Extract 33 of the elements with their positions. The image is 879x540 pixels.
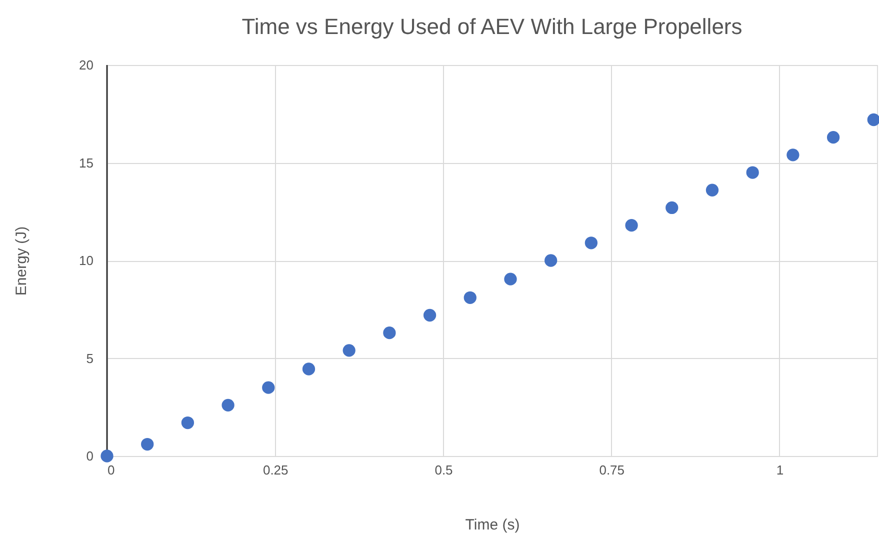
point xyxy=(342,344,356,357)
y-tick-label: 5 xyxy=(86,350,94,366)
point xyxy=(302,362,316,376)
point xyxy=(262,381,275,394)
point xyxy=(867,113,879,126)
x-tick-label: 0 xyxy=(108,462,115,478)
point xyxy=(383,326,396,340)
y-tick-label: 20 xyxy=(79,58,94,72)
y-axis-title: Energy (J) xyxy=(13,226,30,296)
point xyxy=(504,272,517,286)
point xyxy=(141,438,154,451)
point xyxy=(666,201,678,214)
x-tick-label: 0.75 xyxy=(599,462,625,478)
point xyxy=(706,184,719,196)
y-tick-label: 15 xyxy=(79,155,94,170)
point xyxy=(181,416,194,430)
chart-title: Time vs Energy Used of AEV With Large Propellers xyxy=(242,14,742,39)
point xyxy=(423,308,436,322)
point xyxy=(826,131,840,144)
y-tick-label: 0 xyxy=(86,448,94,464)
point xyxy=(746,166,759,179)
x-tick-label: 0.25 xyxy=(262,462,288,478)
point xyxy=(100,450,114,462)
y-tick-label: 10 xyxy=(79,253,94,268)
point xyxy=(625,218,638,232)
x-tick-label: 0.5 xyxy=(434,462,453,478)
point xyxy=(222,398,234,412)
point xyxy=(544,254,558,267)
point xyxy=(584,236,598,250)
point xyxy=(464,291,476,304)
x-axis-title: Time (s) xyxy=(465,516,520,534)
point xyxy=(786,148,800,162)
x-tick-label: 1 xyxy=(776,462,784,478)
